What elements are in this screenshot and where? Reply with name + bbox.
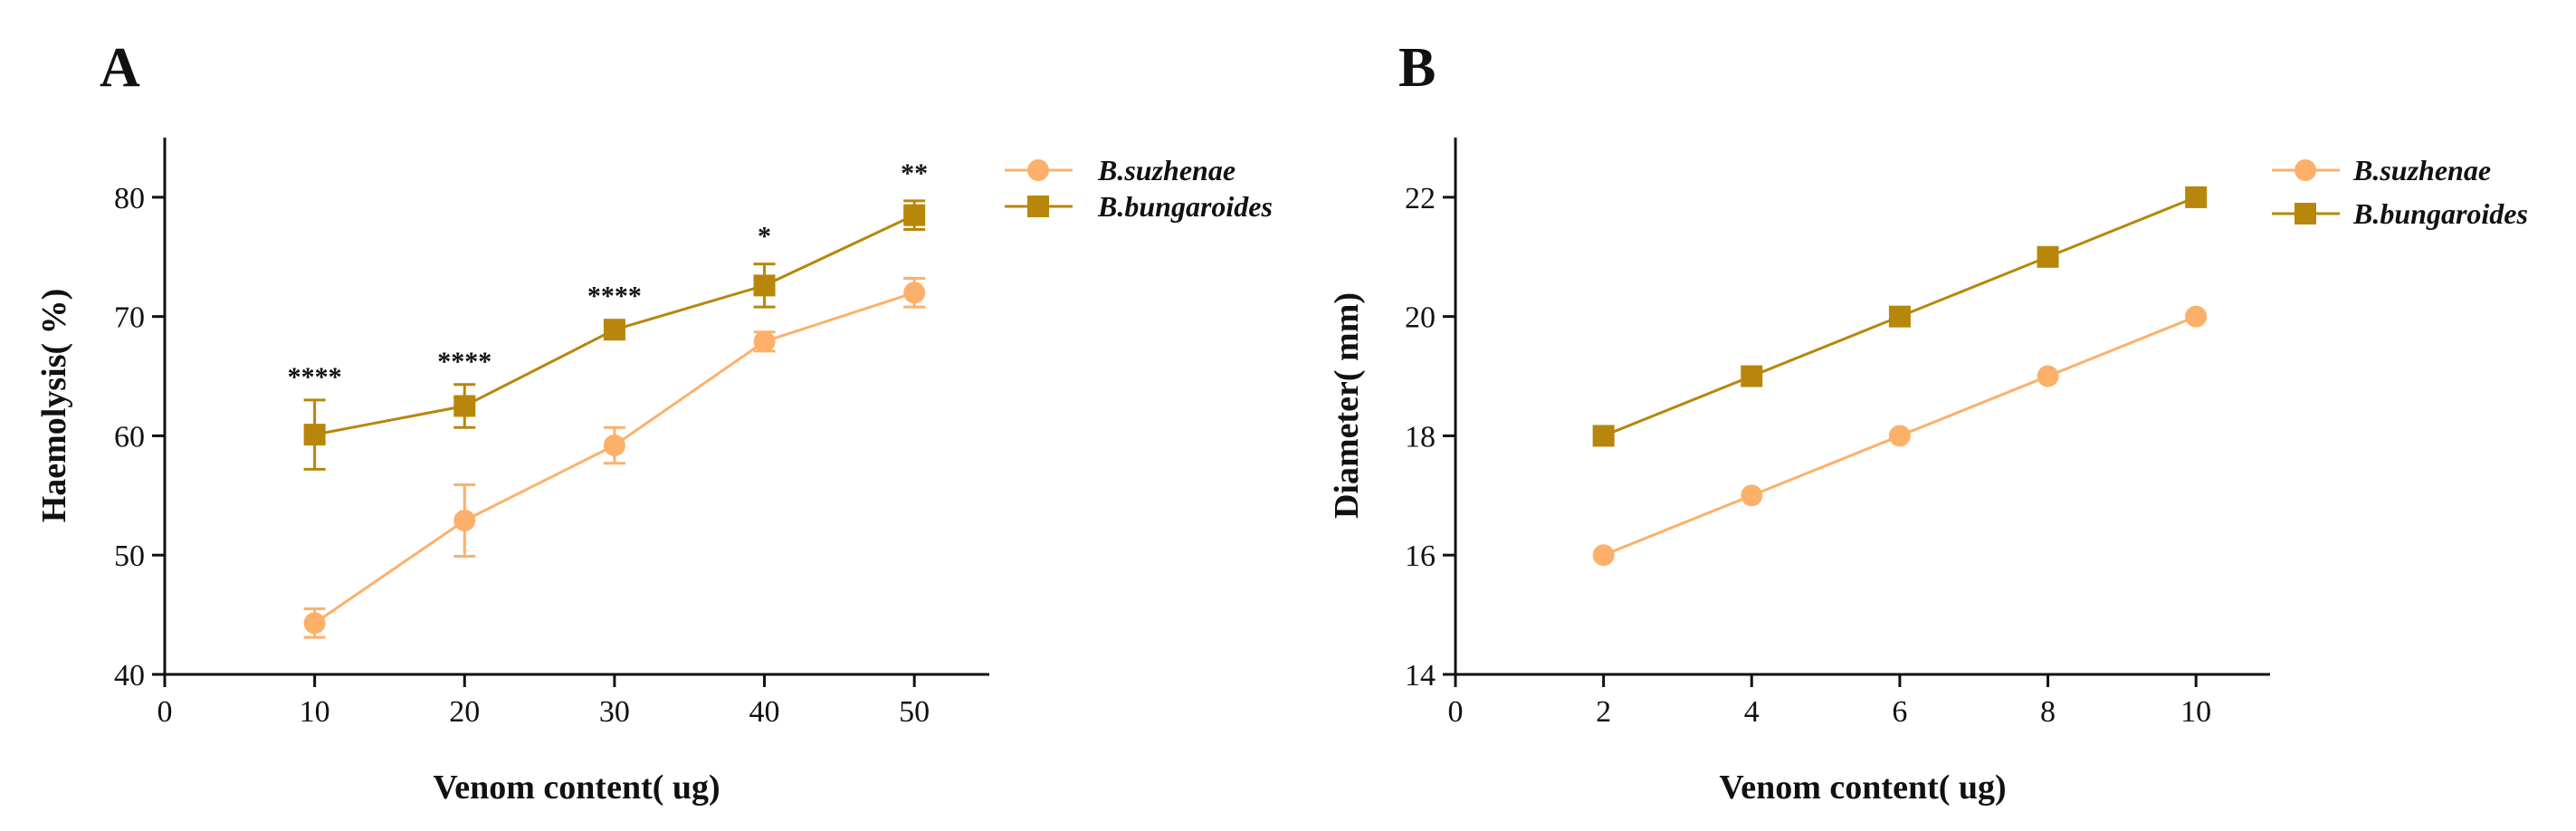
panel-b-legend-entry-bungaroides: B.bungaroides <box>2272 197 2528 230</box>
panel-a-x-axis-title: Venom content( ug) <box>433 769 720 807</box>
panel-a-y-tick-label: 60 <box>114 420 145 454</box>
panel-a-bungaroides-point <box>303 424 326 446</box>
panel-a-y-tick-label: 70 <box>114 301 145 335</box>
panel-b-suzhenae-points <box>1592 305 2208 567</box>
panel-b-x-tick-label: 2 <box>1596 695 1611 729</box>
panel-b-bungaroides-point <box>2185 186 2208 208</box>
panel-a-legend-entry-suzhenae: B.suzhenae <box>1005 154 1236 186</box>
panel-b-x-tick-label: 0 <box>1448 695 1464 729</box>
panel-a-annotation-20: **** <box>437 347 491 377</box>
panel-a-x-tick-label: 20 <box>449 695 480 729</box>
panel-a-suzhenae-points <box>303 282 926 635</box>
panel-a-ticks: 0 10 20 30 40 50 40 50 60 70 80 <box>114 182 930 729</box>
panel-b-x-axis-title: Venom content( ug) <box>1719 769 2006 807</box>
panel-a-legend-label-suzhenae: B.suzhenae <box>1097 154 1236 186</box>
panel-b-y-tick-label: 16 <box>1405 540 1436 573</box>
panel-b-legend-label-bungaroides: B.bungaroides <box>2352 197 2528 230</box>
panel-b-series-bungaroides <box>1592 186 2208 447</box>
panel-b-x-tick-label: 10 <box>2180 695 2211 729</box>
panel-b-series-suzhenae <box>1592 305 2208 567</box>
panel-b-y-tick-label: 22 <box>1405 182 1436 215</box>
panel-b-bungaroides-point <box>1741 365 1763 387</box>
panel-b-label: B <box>1398 37 1436 99</box>
panel-b-bungaroides-points <box>1592 186 2208 447</box>
panel-a-bungaroides-point <box>903 204 926 226</box>
panel-a-annotation-10: **** <box>288 362 342 392</box>
panel-b-y-axis-title: Diameter( mm) <box>1328 292 1366 519</box>
panel-a-x-tick-label: 10 <box>300 695 330 729</box>
panel-a-suzhenae-point <box>903 282 926 304</box>
panel-a-bungaroides-point <box>453 395 476 417</box>
panel-a-x-tick-label: 40 <box>749 695 780 729</box>
panel-a-legend-entry-bungaroides: B.bungaroides <box>1005 190 1273 223</box>
panel-a-legend-marker-bungaroides <box>1027 196 1049 217</box>
panel-b-x-tick-label: 6 <box>1892 695 1907 729</box>
panel-b-suzhenae-point <box>1888 425 1911 447</box>
panel-a-annotation-40: * <box>758 222 771 252</box>
panel-a-x-tick-label: 30 <box>599 695 630 729</box>
panel-b-suzhenae-point <box>1592 544 1615 567</box>
panel-a-suzhenae-point <box>303 612 326 635</box>
panel-a-series-bungaroides <box>303 199 926 471</box>
panel-a-legend: B.suzhenae B.bungaroides <box>1005 154 1273 223</box>
panel-b-suzhenae-point <box>2037 365 2059 387</box>
panel-a-legend-label-bungaroides: B.bungaroides <box>1097 190 1273 223</box>
panel-a-y-tick-label: 80 <box>114 182 145 215</box>
panel-b-y-tick-label: 18 <box>1405 420 1436 454</box>
panel-a-y-tick-label: 50 <box>114 540 145 573</box>
panel-a-y-axis-title: Haemolysis( %) <box>35 289 73 523</box>
panel-b-x-tick-label: 8 <box>2040 695 2056 729</box>
panel-a-annotation-50: ** <box>901 158 928 188</box>
panel-a-suzhenae-point <box>453 510 476 532</box>
panel-a-annotation-30: **** <box>587 281 642 310</box>
panel-b-y-tick-label: 14 <box>1405 659 1436 692</box>
panel-a-bungaroides-points <box>303 204 926 446</box>
panel-b-bungaroides-point <box>1592 425 1615 447</box>
panel-b-legend-entry-suzhenae: B.suzhenae <box>2272 154 2491 186</box>
panel-a-x-tick-label: 0 <box>157 695 173 729</box>
panel-a-bungaroides-point <box>753 274 776 297</box>
panel-b-legend-label-suzhenae: B.suzhenae <box>2352 154 2491 186</box>
panel-b-ticks: 0 2 4 6 8 10 14 16 18 20 22 <box>1405 182 2211 729</box>
panel-a-suzhenae-point <box>753 330 776 353</box>
panel-b-y-tick-label: 20 <box>1405 301 1436 335</box>
panel-b-suzhenae-point <box>1741 484 1763 507</box>
panel-b-suzhenae-point <box>2185 305 2208 328</box>
panel-a-suzhenae-point <box>603 434 625 456</box>
panel-b-chart: B 0 2 4 6 8 10 14 16 18 20 22 Venom content( ug) D… <box>1328 37 2528 807</box>
panel-b-legend: B.suzhenae B.bungaroides <box>2272 154 2528 230</box>
panel-a-series-suzhenae <box>303 276 926 639</box>
panel-b-legend-marker-bungaroides <box>2295 203 2316 224</box>
panel-a-y-tick-label: 40 <box>114 659 145 692</box>
panel-b-bungaroides-point <box>2037 245 2059 268</box>
panel-a-x-tick-label: 50 <box>899 695 930 729</box>
panel-a-legend-marker-suzhenae <box>1027 159 1049 181</box>
panel-b-legend-marker-suzhenae <box>2295 159 2316 181</box>
panel-a-label: A <box>100 37 140 99</box>
panel-a-chart: A 0 10 20 30 40 50 40 50 60 70 80 **** **** **** *… <box>35 37 1273 807</box>
panel-a-bungaroides-point <box>603 319 625 341</box>
panel-b-x-tick-label: 4 <box>1744 695 1760 729</box>
panel-b-bungaroides-point <box>1888 305 1911 328</box>
